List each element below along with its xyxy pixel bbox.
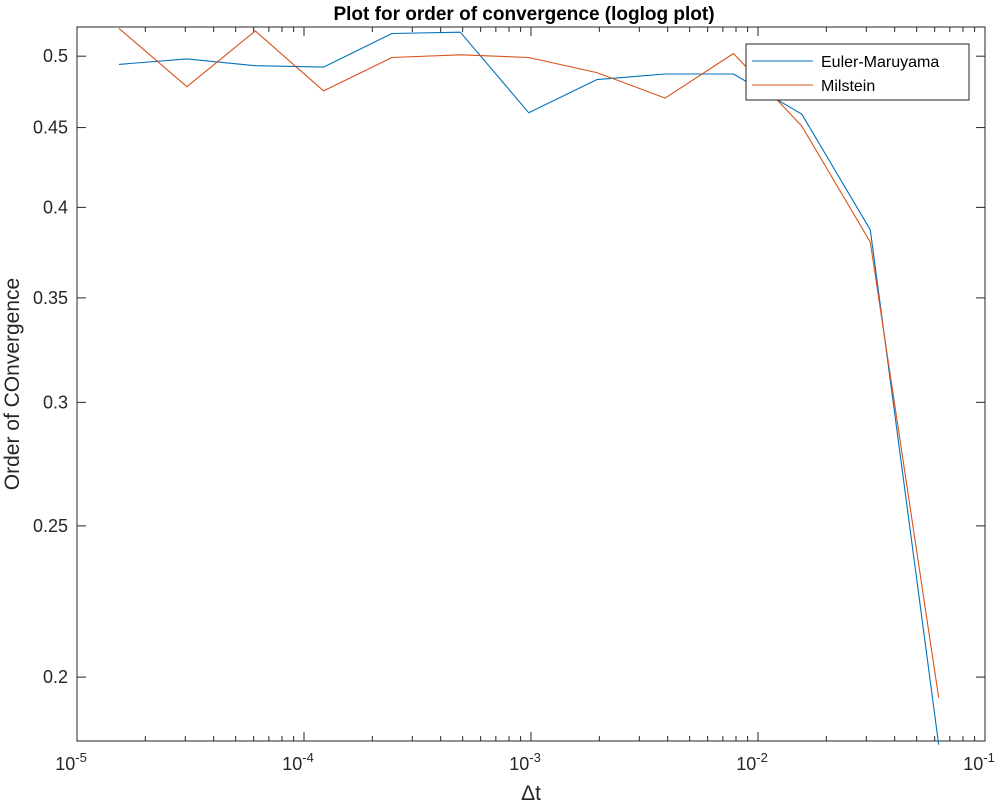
x-axis-ticks: 10-5 10-4 10-3 10-2 10-1 — [55, 27, 995, 774]
x-tick-base: 10 — [55, 754, 75, 774]
x-tick-exponent: -1 — [983, 750, 995, 765]
y-tick-label: 0.4 — [43, 197, 68, 217]
x-tick-label: 10-2 — [736, 750, 768, 774]
plot-frame — [76, 26, 986, 742]
y-tick-label: 0.3 — [43, 392, 68, 412]
x-tick-label: 10-3 — [509, 750, 541, 774]
x-tick-exponent: -2 — [756, 750, 768, 765]
x-tick-label: 10-1 — [963, 750, 995, 774]
y-axis-ticks: 0.2 0.25 0.3 0.35 0.4 0.45 0.5 — [33, 46, 985, 687]
y-tick-label: 0.35 — [33, 288, 68, 308]
x-tick-exponent: -4 — [302, 750, 314, 765]
legend-box — [745, 43, 970, 101]
x-tick-base: 10 — [509, 754, 529, 774]
series-line — [118, 27, 940, 698]
y-tick-label: 0.5 — [43, 46, 68, 66]
x-tick-label: 10-4 — [282, 750, 314, 774]
plot-area: 10-5 10-4 10-3 10-2 10-1 0.20.250.30.350.40.… — [33, 26, 995, 774]
legend-label: Milstein — [821, 78, 875, 95]
x-tick-base: 10 — [736, 754, 756, 774]
chart-title: Plot for order of convergence (loglog pl… — [333, 4, 714, 25]
x-tick-exponent: -3 — [529, 750, 541, 765]
x-tick-base: 10 — [282, 754, 302, 774]
y-axis-label: Order of COnvergence — [1, 278, 24, 490]
x-tick-label: 10-5 — [55, 750, 87, 774]
x-tick-exponent: -5 — [75, 750, 87, 765]
series-group — [118, 27, 940, 745]
x-axis-label: Δt — [521, 782, 541, 805]
legend: Euler-Maruyama Milstein — [745, 43, 970, 101]
legend-label: Euler-Maruyama — [821, 54, 939, 71]
y-tick-label: 0.2 — [43, 667, 68, 687]
series-line — [118, 31, 940, 745]
x-tick-base: 10 — [963, 754, 983, 774]
y-tick-label: 0.25 — [33, 516, 68, 536]
y-tick-label: 0.45 — [33, 118, 68, 138]
